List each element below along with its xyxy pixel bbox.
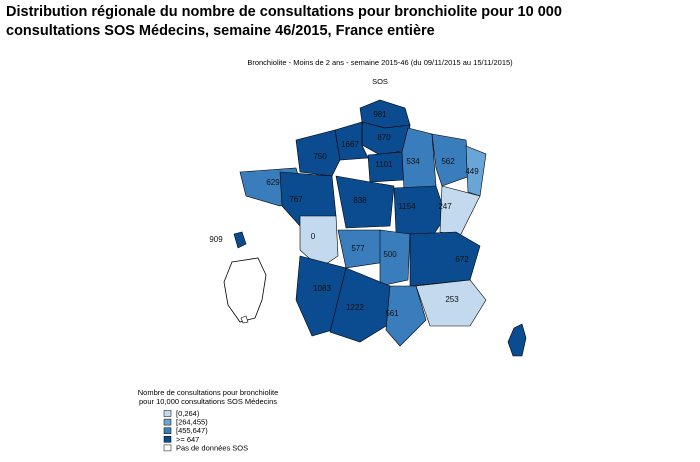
- region: [379, 229, 411, 287]
- legend-label: Pas de données SOS: [176, 443, 248, 452]
- region-value: 1667: [341, 140, 359, 149]
- legend: Nombre de consultations pour bronchiolit…: [138, 388, 279, 452]
- region-value: 534: [406, 157, 420, 166]
- region: [299, 215, 339, 269]
- region: [415, 279, 487, 327]
- map-title: Bronchiolite - Moins de 2 ans - semaine …: [247, 58, 513, 67]
- region: [295, 129, 341, 177]
- region-value: 750: [313, 152, 327, 161]
- no-data-territory: [223, 257, 267, 323]
- region: [393, 185, 447, 241]
- region-value: 1222: [346, 303, 364, 312]
- region-value: 767: [289, 195, 303, 204]
- region-value: 672: [455, 255, 469, 264]
- region-value: 247: [438, 202, 452, 211]
- legend-title: pour 10,000 consultations SOS Médecins: [139, 397, 277, 406]
- legend-title: Nombre de consultations pour bronchiolit…: [138, 388, 279, 397]
- region-value: 1083: [313, 284, 331, 293]
- region: [233, 231, 247, 249]
- region: [329, 267, 397, 343]
- legend-swatch: [163, 410, 172, 417]
- region-value: 838: [353, 196, 367, 205]
- region-value: 0: [311, 232, 316, 241]
- region-value: 253: [445, 295, 459, 304]
- region-value: 1154: [398, 202, 416, 211]
- region-value: 981: [373, 110, 387, 119]
- legend-label: [0,264): [176, 409, 200, 418]
- region: [295, 255, 347, 337]
- region-value: 449: [465, 167, 479, 176]
- region-value: 870: [377, 133, 391, 142]
- legend-swatch: [163, 436, 172, 443]
- region-value: 629: [266, 178, 280, 187]
- region-value: 1101: [375, 160, 393, 169]
- legend-swatch: [163, 418, 172, 426]
- region-value: 577: [351, 244, 365, 253]
- legend-label: [455,647): [176, 426, 208, 435]
- map-subtitle: SOS: [372, 77, 388, 86]
- page-title: Distribution régionale du nombre de cons…: [6, 4, 562, 39]
- legend-label: [264,455): [176, 418, 208, 427]
- legend-swatch: [163, 444, 172, 452]
- region-value: 500: [383, 250, 397, 259]
- legend-label: >= 647: [176, 435, 199, 444]
- region: [385, 285, 427, 347]
- region-value: 561: [385, 309, 399, 318]
- region: [431, 133, 471, 187]
- legend-swatch: [163, 427, 172, 434]
- region: [335, 175, 395, 229]
- region-value: 562: [441, 157, 455, 166]
- region-value: 909: [209, 235, 223, 244]
- region: [409, 231, 481, 287]
- corsica: [507, 323, 527, 357]
- no-data-territory: [240, 315, 249, 324]
